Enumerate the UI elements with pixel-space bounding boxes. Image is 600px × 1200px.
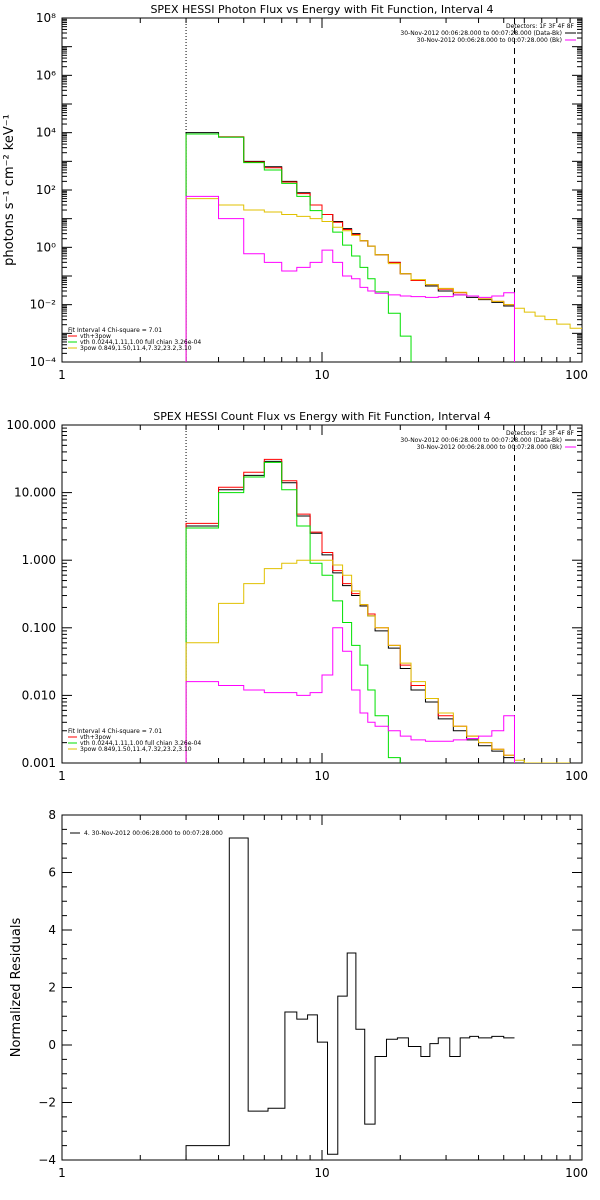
legend-entry: Detectors: 1F 3F 4F 8F <box>506 23 575 30</box>
series-bk <box>185 627 515 763</box>
y-tick-label: 10⁻⁴ <box>30 355 57 369</box>
legend-entry: 30-Nov-2012 00:06:28.000 to 00:07:28.000… <box>417 37 562 44</box>
y-tick-label: 0.010 <box>22 688 56 702</box>
y-axis-label: photons s⁻¹ cm⁻² keV⁻¹ <box>2 114 17 266</box>
x-tick-label: 100 <box>565 769 588 783</box>
series-pow <box>185 559 571 763</box>
x-tick-label: 1 <box>58 1166 66 1180</box>
y-tick-label: 10⁸ <box>36 11 56 25</box>
series-pow <box>185 198 582 362</box>
legend-entry: 3pow 0.849,1.50,11.4,7.32,23.2,3.10 <box>80 746 192 753</box>
series-residuals <box>185 837 515 1160</box>
series-vth <box>185 133 412 362</box>
chart-title: SPEX HESSI Count Flux vs Energy with Fit… <box>153 410 490 423</box>
y-tick-label: 10⁻² <box>30 298 57 312</box>
legend-entry: Detectors: 1F 3F 4F 8F <box>506 430 575 437</box>
legend-entry: vth+3pow <box>80 333 111 340</box>
y-tick-label: 2 <box>48 981 56 995</box>
series-group <box>185 837 515 1160</box>
x-tick-label: 1 <box>58 769 66 783</box>
y-tick-label: 6 <box>48 866 56 880</box>
plot-frame <box>61 424 583 764</box>
y-tick-label: −4 <box>38 1153 56 1167</box>
y-tick-label: 8 <box>48 808 56 822</box>
legend-entry: vth 0.0244,1.11,1.00 full chian 3.26e-04 <box>80 339 201 346</box>
x-tick-label: 10 <box>314 1166 329 1180</box>
legend-entry: vth 0.0244,1.11,1.00 full chian 3.26e-04 <box>80 740 201 747</box>
legend-entry: 30-Nov-2012 00:06:28.000 to 00:07:28.000… <box>417 444 562 451</box>
legend-entry: 3pow 0.849,1.50,11.4,7.32,23.2,3.10 <box>80 345 192 352</box>
legend-entry: 4. 30-Nov-2012 00:06:28.000 to 00:07:28.… <box>84 830 223 837</box>
legend-entry: Fit Interval 4 Chi-square = 7.01 <box>68 327 162 334</box>
series-bk <box>185 195 515 362</box>
y-tick-label: 10² <box>36 183 56 197</box>
y-tick-label: −2 <box>38 1096 56 1110</box>
legend-entry: 30-Nov-2012 00:06:28.000 to 00:07:28.000… <box>400 437 562 444</box>
series-total <box>185 458 515 763</box>
y-tick-label: 10⁶ <box>36 68 56 82</box>
plot-frame <box>61 17 583 363</box>
chart-panel-3: Normalized Residuals 1 10 100 −4 −2 0 2 4 6 8 4. 30… <box>9 808 588 1180</box>
series-group <box>185 458 571 763</box>
series-total <box>185 133 515 362</box>
x-tick-label: 100 <box>565 1166 588 1180</box>
y-tick-label: 1.000 <box>22 553 56 567</box>
chart-title: SPEX HESSI Photon Flux vs Energy with Fi… <box>150 3 493 16</box>
x-tick-label: 10 <box>314 769 329 783</box>
y-tick-label: 0.100 <box>22 621 56 635</box>
y-tick-label: 0 <box>48 1038 56 1052</box>
series-group <box>185 132 582 362</box>
x-tick-label: 10 <box>314 368 329 382</box>
legend-entry: Fit Interval 4 Chi-square = 7.01 <box>68 728 162 735</box>
x-tick-label: 1 <box>58 368 66 382</box>
y-axis-label: Normalized Residuals <box>9 918 24 1058</box>
series-vth <box>185 461 401 763</box>
y-tick-label: 10⁰ <box>36 240 56 254</box>
y-tick-label: 0.001 <box>22 756 56 770</box>
legend-entry: 30-Nov-2012 00:06:28.000 to 00:07:28.000… <box>400 30 562 37</box>
plot-frame <box>61 814 583 1161</box>
chart-panel-2: SPEX HESSI Count Flux vs Energy with Fit… <box>6 410 588 783</box>
y-tick-label: 100.000 <box>6 418 56 432</box>
legend-entry: vth+3pow <box>80 734 111 741</box>
y-tick-label: 10⁴ <box>36 126 56 140</box>
y-tick-label: 10.000 <box>14 486 56 500</box>
x-tick-label: 100 <box>565 368 588 382</box>
series-data <box>185 132 515 362</box>
chart-panel-1: SPEX HESSI Photon Flux vs Energy with Fi… <box>2 3 588 382</box>
y-tick-label: 4 <box>48 923 56 937</box>
